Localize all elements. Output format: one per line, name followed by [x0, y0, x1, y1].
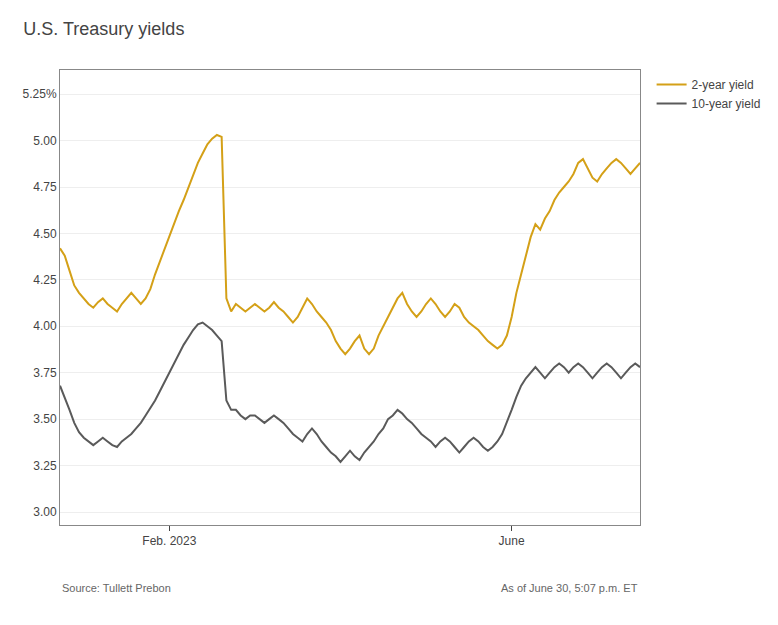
svg-text:3.50: 3.50 [33, 412, 57, 426]
svg-text:Source: Tullett Prebon: Source: Tullett Prebon [62, 582, 171, 594]
svg-text:4.75: 4.75 [33, 180, 57, 194]
svg-text:5.00: 5.00 [33, 134, 57, 148]
svg-text:As of June 30, 5:07 p.m. ET: As of June 30, 5:07 p.m. ET [501, 582, 638, 594]
svg-text:June: June [499, 534, 525, 548]
svg-text:4.25: 4.25 [33, 273, 57, 287]
svg-text:5.25%: 5.25% [23, 87, 57, 101]
svg-text:3.25: 3.25 [33, 459, 57, 473]
svg-text:2-year yield: 2-year yield [692, 78, 754, 92]
svg-text:3.75: 3.75 [33, 366, 57, 380]
svg-text:3.00: 3.00 [33, 505, 57, 519]
svg-text:Feb. 2023: Feb. 2023 [142, 534, 196, 548]
svg-text:4.00: 4.00 [33, 319, 57, 333]
svg-text:U.S. Treasury yields: U.S. Treasury yields [23, 19, 184, 39]
svg-text:10-year yield: 10-year yield [692, 97, 761, 111]
svg-text:4.50: 4.50 [33, 227, 57, 241]
